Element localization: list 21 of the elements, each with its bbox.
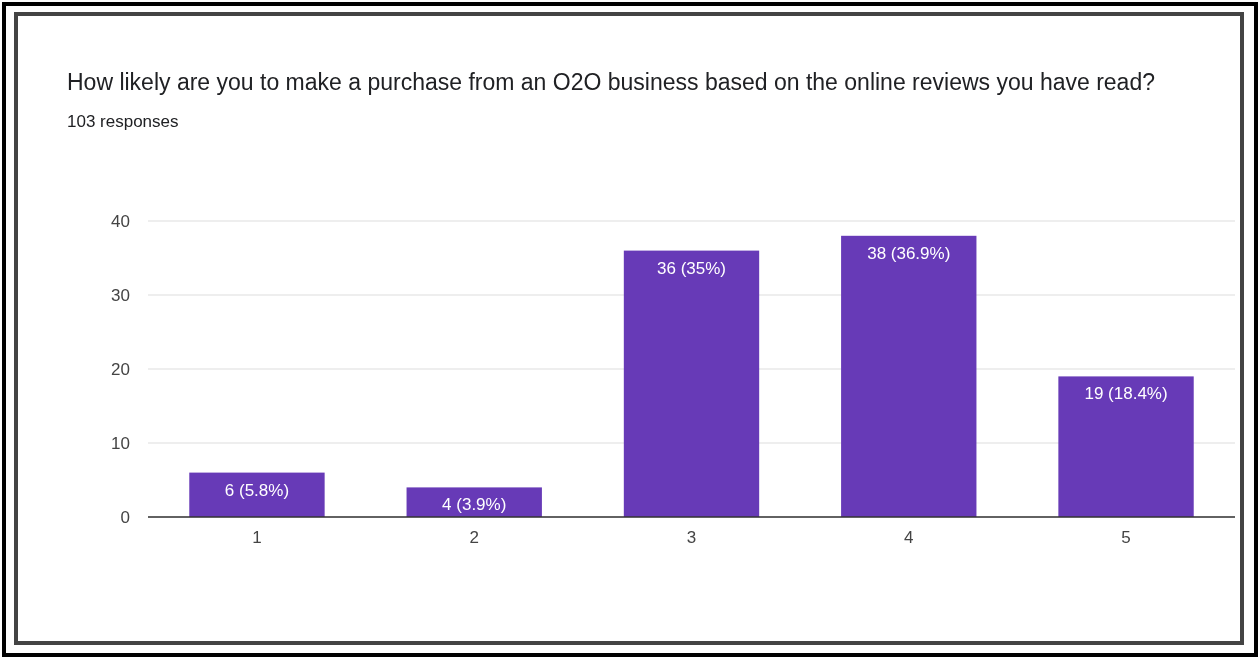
x-tick-label: 3 [686,528,697,548]
y-tick-label: 10 [111,433,130,453]
x-tick-label: 2 [469,528,479,548]
chart-subtitle: 103 responses [67,112,179,131]
x-tick-label: 5 [1121,528,1131,548]
x-tick-label: 1 [252,528,262,548]
bar [841,235,977,517]
bar [623,250,760,517]
data-label: 36 (35%) [657,258,726,278]
bar [189,472,325,517]
data-label: 4 (3.9%) [442,495,507,515]
bar [1058,376,1194,517]
y-tick-label: 30 [111,285,130,305]
y-tick-label: 0 [120,507,130,527]
data-label: 38 (36.9%) [867,243,951,263]
x-tick-label: 4 [904,528,914,548]
data-label: 19 (18.4%) [1084,384,1168,404]
chart-title: How likely are you to make a purchase from an O2O business based on the online reviews you have read? [67,69,1155,95]
y-tick-label: 20 [111,359,130,379]
data-label: 6 (5.8%) [224,480,290,500]
y-tick-label: 40 [111,211,130,231]
